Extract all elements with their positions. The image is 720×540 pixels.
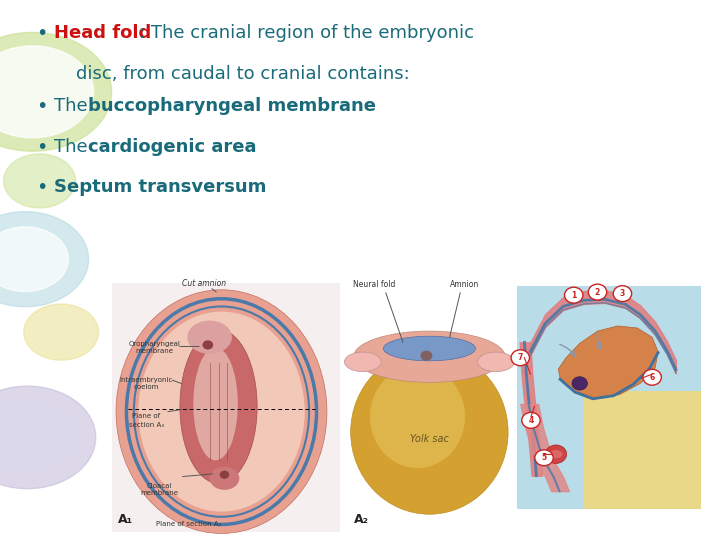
- Circle shape: [643, 369, 662, 385]
- Circle shape: [535, 450, 553, 465]
- Circle shape: [0, 402, 74, 472]
- FancyBboxPatch shape: [112, 284, 341, 532]
- Text: •: •: [36, 138, 48, 157]
- Circle shape: [0, 46, 94, 138]
- Circle shape: [420, 350, 432, 361]
- Text: The: The: [54, 97, 94, 115]
- Text: 1: 1: [571, 291, 576, 300]
- Circle shape: [202, 340, 213, 349]
- Ellipse shape: [138, 312, 305, 512]
- Ellipse shape: [549, 450, 562, 458]
- Ellipse shape: [383, 336, 475, 361]
- Text: •: •: [36, 24, 48, 43]
- Circle shape: [564, 287, 583, 303]
- Text: A₂: A₂: [354, 513, 369, 526]
- Ellipse shape: [180, 329, 257, 483]
- Text: Amnion: Amnion: [451, 280, 480, 289]
- Ellipse shape: [116, 290, 327, 534]
- Circle shape: [522, 413, 540, 428]
- Text: 3: 3: [620, 289, 625, 298]
- Text: Cloacal
membrane: Cloacal membrane: [140, 483, 178, 496]
- Text: 5: 5: [541, 453, 546, 462]
- Text: Intraembryonic
coelom: Intraembryonic coelom: [120, 377, 173, 390]
- Text: buccopharyngeal membrane: buccopharyngeal membrane: [88, 97, 376, 115]
- Text: Septum transversum: Septum transversum: [54, 178, 266, 196]
- Text: The: The: [54, 138, 94, 156]
- Circle shape: [24, 304, 99, 360]
- Circle shape: [613, 286, 631, 301]
- Circle shape: [545, 445, 567, 463]
- Ellipse shape: [193, 348, 238, 460]
- Circle shape: [588, 284, 607, 300]
- Text: Plane of section A₂: Plane of section A₂: [156, 521, 222, 527]
- Text: 4: 4: [528, 416, 534, 425]
- Circle shape: [0, 212, 89, 307]
- Text: Oropharyngeal
membrane: Oropharyngeal membrane: [128, 341, 180, 354]
- Text: Cut amnion: Cut amnion: [181, 279, 226, 288]
- Ellipse shape: [354, 331, 505, 382]
- Circle shape: [0, 386, 96, 489]
- Circle shape: [0, 32, 112, 151]
- Polygon shape: [558, 326, 658, 398]
- Text: 2: 2: [595, 288, 600, 296]
- Circle shape: [220, 470, 229, 479]
- Text: •: •: [36, 97, 48, 116]
- Circle shape: [511, 350, 529, 366]
- Ellipse shape: [351, 350, 508, 514]
- Text: : The cranial region of the embryonic: : The cranial region of the embryonic: [139, 24, 474, 42]
- Text: •: •: [36, 178, 48, 197]
- Circle shape: [4, 154, 76, 208]
- Text: 7: 7: [518, 353, 523, 362]
- Text: Yolk sac: Yolk sac: [410, 434, 449, 444]
- Text: A₁: A₁: [117, 513, 132, 526]
- Circle shape: [572, 377, 588, 390]
- Text: Neural fold: Neural fold: [353, 280, 395, 289]
- Text: Plane of: Plane of: [132, 413, 160, 419]
- Ellipse shape: [477, 352, 514, 372]
- Text: disc, from caudal to cranial contains:: disc, from caudal to cranial contains:: [76, 65, 410, 83]
- Ellipse shape: [344, 352, 382, 372]
- Polygon shape: [584, 391, 701, 509]
- Text: cardiogenic area: cardiogenic area: [88, 138, 256, 156]
- Text: Head fold: Head fold: [54, 24, 151, 42]
- FancyBboxPatch shape: [517, 286, 701, 509]
- Ellipse shape: [370, 366, 465, 468]
- Text: 6: 6: [649, 373, 654, 382]
- Text: section A₃: section A₃: [129, 422, 163, 428]
- Ellipse shape: [210, 467, 239, 490]
- Ellipse shape: [187, 321, 232, 354]
- Circle shape: [0, 227, 68, 292]
